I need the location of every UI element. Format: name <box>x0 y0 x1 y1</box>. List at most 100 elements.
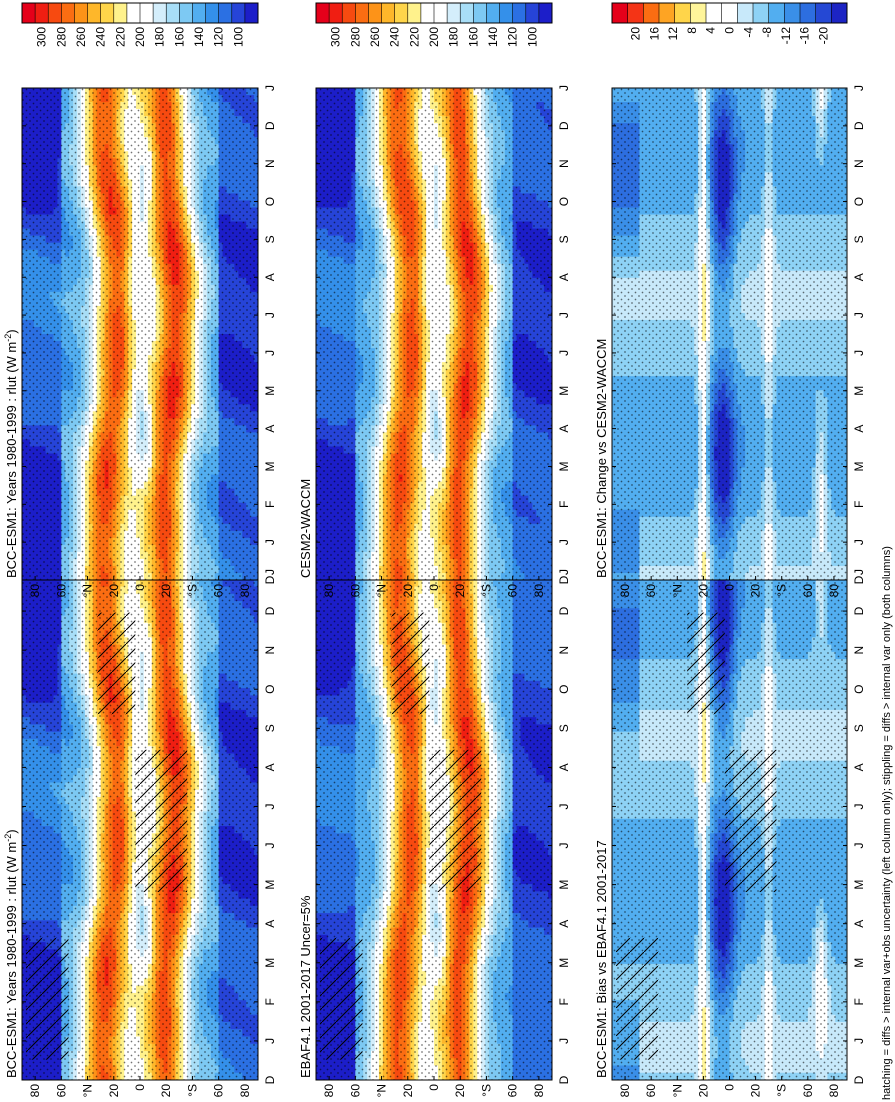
lat-tick-label: °S <box>479 584 493 597</box>
stippling-p2 <box>22 88 258 580</box>
lat-tick-label: 60 <box>506 1084 520 1098</box>
hatching-p5 <box>616 612 777 1060</box>
month-tick-label: D <box>852 121 866 130</box>
lat-tick-label: 20 <box>107 1084 121 1098</box>
lat-tick-label: °S <box>185 584 199 597</box>
colorbar-tick-label: 200 <box>427 27 441 47</box>
month-tick-label: M <box>263 958 277 968</box>
month-tick-label: J <box>263 569 277 575</box>
month-tick-label: M <box>557 880 571 890</box>
colorbar-tick-label: 16 <box>647 27 661 41</box>
month-tick-label: J <box>263 843 277 849</box>
month-tick-label: D <box>557 575 571 584</box>
month-tick-label: J <box>557 569 571 575</box>
month-tick-label: N <box>263 646 277 655</box>
month-tick-label: J <box>852 569 866 575</box>
colorbar-tick-label: 160 <box>172 27 186 47</box>
lat-tick-label: °S <box>185 1084 199 1097</box>
month-tick-label: J <box>557 843 571 849</box>
colorbar-tick-label: 240 <box>94 27 108 47</box>
colorbar-p6: 20 16 12 8 4 0 -4 -8 -12 -16 -20 <box>611 2 848 45</box>
month-tick-label: F <box>852 998 866 1005</box>
lat-tick-label: 20 <box>159 584 173 598</box>
colorbar-tick-label: 120 <box>506 27 520 47</box>
month-tick-label: J <box>557 803 571 809</box>
lat-tick-label: 20 <box>453 1084 467 1098</box>
month-tick-label: D <box>852 1075 866 1084</box>
month-tick-label: O <box>557 685 571 694</box>
lat-tick-label: °N <box>375 1084 389 1097</box>
lat-tick-label: 60 <box>54 1084 68 1098</box>
lat-tick-label: 0 <box>723 584 737 591</box>
lat-tick-label: 80 <box>238 1084 252 1098</box>
month-tick-label: S <box>852 235 866 243</box>
month-tick-label: J <box>852 843 866 849</box>
lat-tick-label: 80 <box>618 584 632 598</box>
month-tick-label: M <box>852 461 866 471</box>
month-tick-label: J <box>263 85 277 91</box>
lat-tick-label: 60 <box>644 1084 658 1098</box>
lat-tick-label: 20 <box>401 1084 415 1098</box>
colorbar-tick-label: 180 <box>447 27 461 47</box>
lat-tick-label: 80 <box>827 584 841 598</box>
month-tick-label: N <box>852 159 866 168</box>
month-tick-label: J <box>852 539 866 545</box>
month-tick-label: F <box>263 998 277 1005</box>
month-tick-label: D <box>557 606 571 615</box>
month-tick-label: J <box>852 1038 866 1044</box>
month-tick-label: O <box>557 197 571 206</box>
month-tick-label: A <box>263 425 277 433</box>
lat-tick-label: 60 <box>212 584 226 598</box>
month-tick-label: A <box>852 273 866 281</box>
lat-tick-label: 60 <box>54 584 68 598</box>
lat-tick-label: 80 <box>827 1084 841 1098</box>
lat-tick-label: 80 <box>28 1084 42 1098</box>
colorbar-tick-label: 220 <box>407 27 421 47</box>
colorbar-p4: 300 280 260 240 220 200 180 160 140 120 100 <box>315 2 553 47</box>
month-tick-label: D <box>263 121 277 130</box>
panel-title-p5: BCC-ESM1: Bias vs EBAF4.1 2001-2017 <box>594 840 609 1078</box>
lat-tick-label: 20 <box>159 1084 173 1098</box>
month-tick-label: D <box>557 1075 571 1084</box>
month-tick-label: S <box>557 724 571 732</box>
lat-tick-label: 60 <box>801 584 815 598</box>
month-tick-label: M <box>852 880 866 890</box>
month-tick-label: A <box>852 920 866 928</box>
month-tick-label: N <box>557 159 571 168</box>
colorbar-tick-label: 140 <box>486 27 500 47</box>
panel-title-p3: EBAF4.1 2001-2017 Uncer=5% <box>298 895 313 1078</box>
month-tick-label: M <box>852 958 866 968</box>
month-tick-label: S <box>852 724 866 732</box>
lat-tick-label: 80 <box>322 584 336 598</box>
month-tick-label: J <box>852 312 866 318</box>
colorbar-tick-label: -20 <box>817 27 831 45</box>
lat-tick-label: 80 <box>532 584 546 598</box>
panel-title-p6: BCC-ESM1: Change vs CESM2-WACCM <box>594 339 609 578</box>
panel-title-p2: BCC-ESM1: Years 1980-1999 : rlut (W m-2) <box>3 329 19 578</box>
figure-footnote: hatching = diffs > internal var+obs unce… <box>881 546 893 1100</box>
month-tick-label: J <box>557 1038 571 1044</box>
month-tick-label: D <box>557 121 571 130</box>
colorbar-tick-label: 160 <box>466 27 480 47</box>
month-tick-label: M <box>263 461 277 471</box>
month-tick-label: M <box>557 461 571 471</box>
lat-tick-label: 60 <box>506 584 520 598</box>
colorbar-tick-label: 240 <box>388 27 402 47</box>
colorbar-tick-label: 280 <box>54 27 68 47</box>
colorbar-tick-label: 100 <box>231 27 245 47</box>
month-tick-label: J <box>557 312 571 318</box>
lat-tick-label: °S <box>479 1084 493 1097</box>
colorbar-tick-label: 12 <box>666 27 680 41</box>
lat-tick-label: 60 <box>801 1084 815 1098</box>
panel-title-p1: BCC-ESM1: Years 1980-1999 : rlut (W m-2) <box>3 829 19 1078</box>
month-tick-label: O <box>852 197 866 206</box>
month-tick-label: N <box>557 646 571 655</box>
month-tick-label: D <box>852 606 866 615</box>
month-tick-label: D <box>263 575 277 584</box>
colorbar-tick-label: 260 <box>74 27 88 47</box>
